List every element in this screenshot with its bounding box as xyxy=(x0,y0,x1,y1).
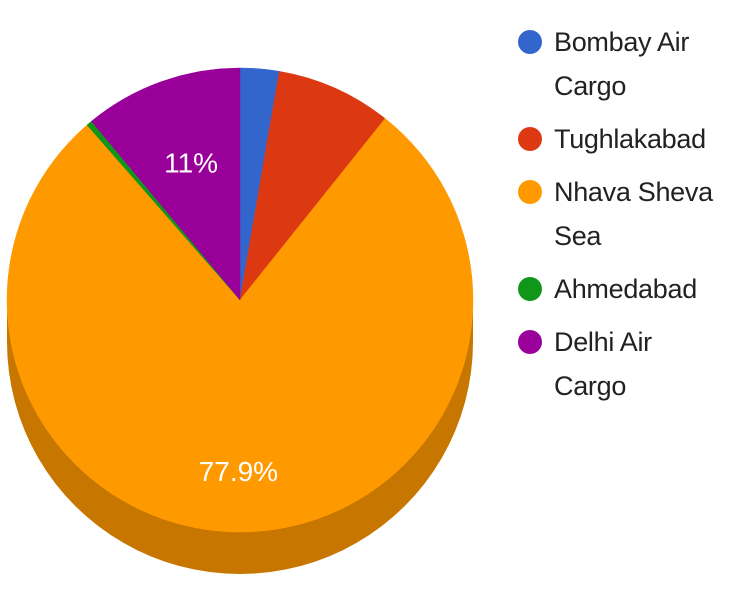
legend-label-tughlakabad: Tughlakabad xyxy=(554,124,706,154)
pie-data-label-4: 11% xyxy=(164,148,218,179)
pie-slice-1 xyxy=(239,71,386,301)
pie-side-2 xyxy=(7,300,473,574)
legend-label-nhava-sheva-sea: Nhava Sheva Sea xyxy=(554,177,713,251)
legend-item-nhava-sheva-sea: Nhava Sheva Sea xyxy=(518,170,740,258)
legend-item-delhi-air-cargo: Delhi Air Cargo xyxy=(518,320,740,408)
legend-item-tughlakabad: Tughlakabad xyxy=(518,117,740,161)
legend-item-ahmedabad: Ahmedabad xyxy=(518,267,740,311)
legend-swatch-delhi-air-cargo xyxy=(518,330,542,354)
chart-legend: Bombay Air Cargo Tughlakabad Nhava Sheva… xyxy=(518,20,740,417)
legend-swatch-tughlakabad xyxy=(518,127,542,151)
pie-slice-2 xyxy=(6,118,474,533)
pie-chart-svg: 77.9% 11% xyxy=(6,67,474,574)
legend-label-bombay-air-cargo: Bombay Air Cargo xyxy=(554,27,690,101)
legend-swatch-bombay-air-cargo xyxy=(518,30,542,54)
pie-slice-4 xyxy=(91,67,241,301)
legend-swatch-ahmedabad xyxy=(518,277,542,301)
legend-label-delhi-air-cargo: Delhi Air Cargo xyxy=(554,327,652,401)
legend-label-ahmedabad: Ahmedabad xyxy=(554,274,697,304)
legend-item-bombay-air-cargo: Bombay Air Cargo xyxy=(518,20,740,108)
pie-data-label-2: 77.9% xyxy=(199,456,278,487)
legend-swatch-nhava-sheva-sea xyxy=(518,180,542,204)
